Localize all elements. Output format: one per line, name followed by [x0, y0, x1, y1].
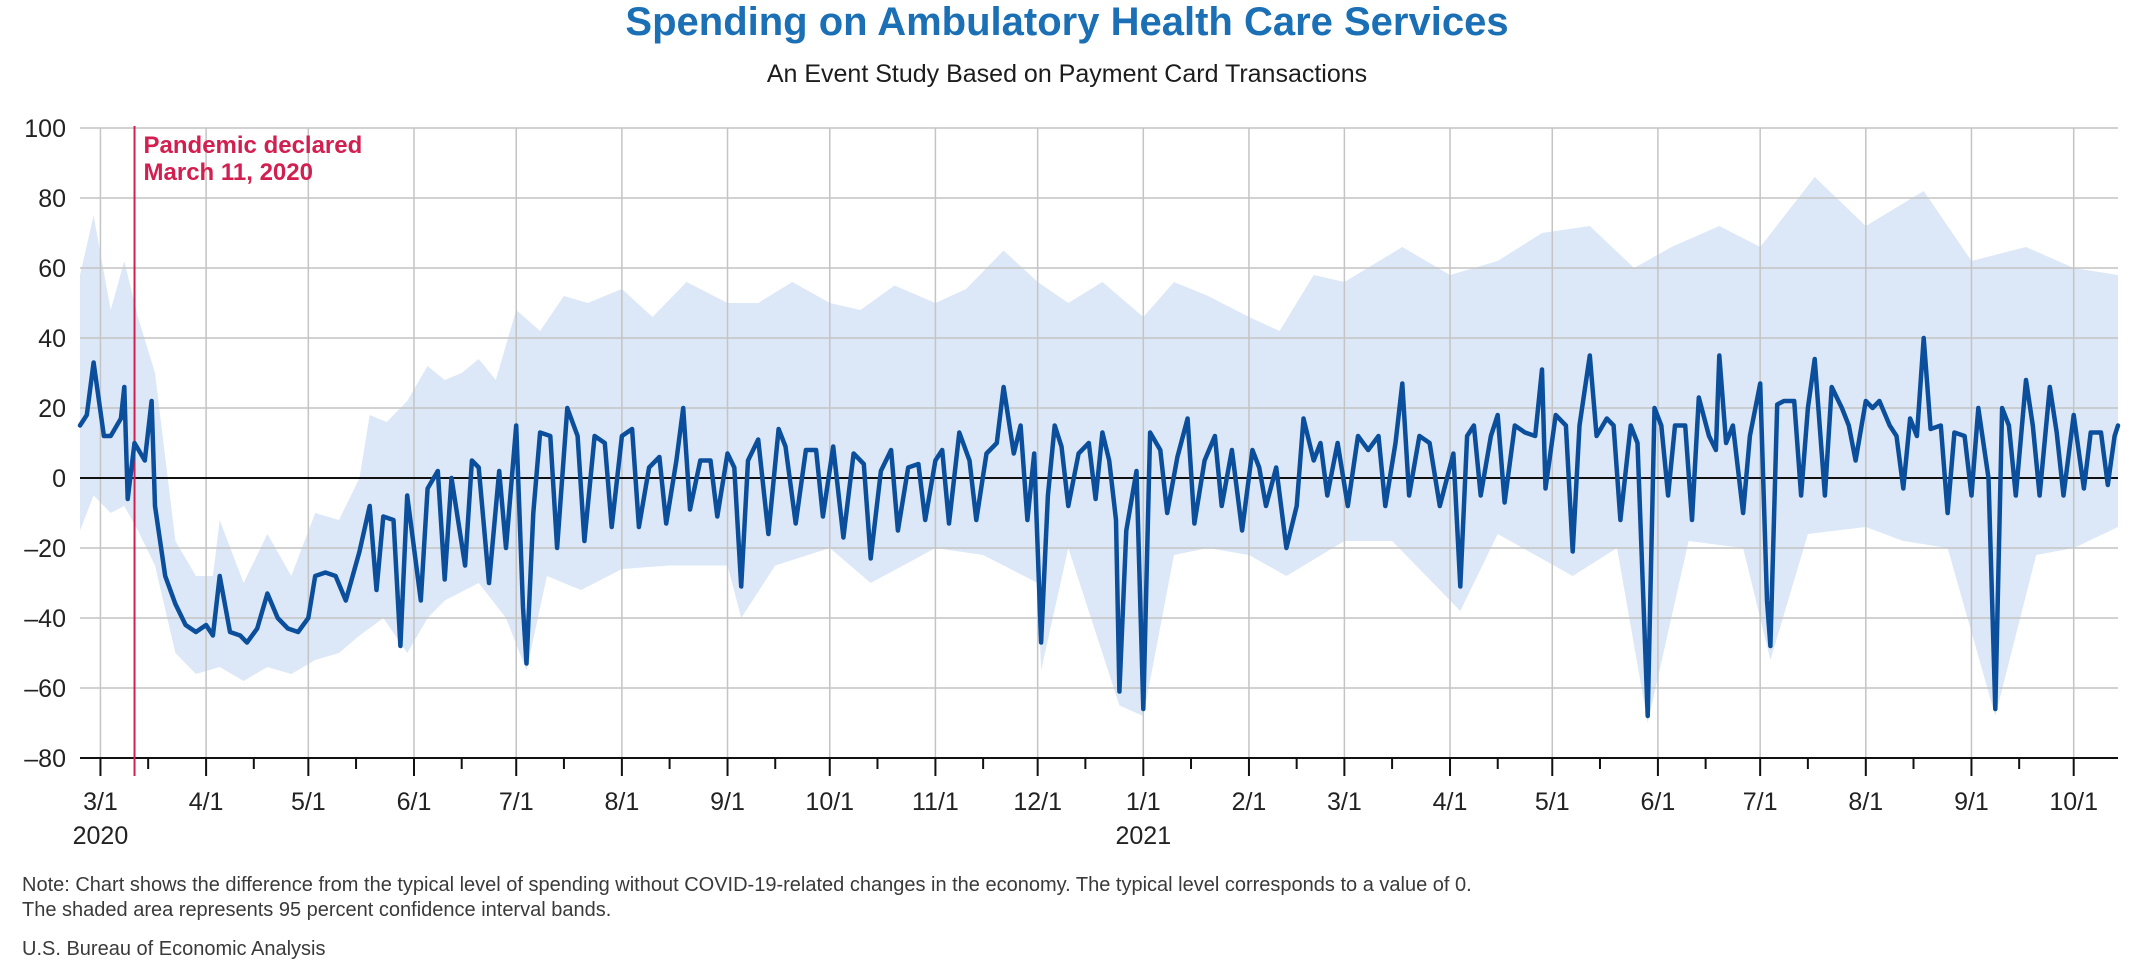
- x-tick-label: 4/1: [1433, 788, 1468, 816]
- x-tick-label: 11/1: [912, 788, 959, 816]
- x-year-label: 2021: [1115, 822, 1171, 850]
- spending-series-line: [77, 335, 2121, 719]
- annotation-label: Pandemic declared: [144, 132, 363, 159]
- x-tick-label: 10/1: [805, 788, 854, 816]
- chart-note: Note: Chart shows the difference from th…: [22, 874, 1472, 896]
- y-tick-label: 0: [52, 465, 66, 493]
- x-tick-label: 7/1: [499, 788, 534, 816]
- x-tick-label: 4/1: [189, 788, 224, 816]
- x-tick-label: 9/1: [710, 788, 745, 816]
- x-tick-label: 8/1: [604, 788, 639, 816]
- x-tick-label: 3/1: [83, 788, 118, 816]
- x-tick-label: 5/1: [291, 788, 326, 816]
- x-tick-label: 1/1: [1126, 788, 1161, 816]
- y-tick-label: 40: [38, 325, 66, 353]
- chart-subtitle: An Event Study Based on Payment Card Tra…: [766, 60, 1368, 88]
- x-tick-label: 7/1: [1743, 788, 1778, 816]
- x-tick-label: 8/1: [1848, 788, 1883, 816]
- x-tick-label: 9/1: [1954, 788, 1989, 816]
- x-tick-label: 5/1: [1535, 788, 1570, 816]
- y-tick-label: –40: [24, 605, 66, 633]
- chart-note-ci: The shaded area represents 95 percent co…: [22, 899, 612, 921]
- x-tick-label: 3/1: [1327, 788, 1362, 816]
- chart-title: Spending on Ambulatory Health Care Servi…: [625, 0, 1509, 44]
- x-tick-label: 2/1: [1232, 788, 1267, 816]
- x-tick-label: 6/1: [1641, 788, 1676, 816]
- y-tick-label: –80: [24, 745, 66, 773]
- y-tick-label: 80: [38, 185, 66, 213]
- y-tick-label: 100: [24, 115, 66, 143]
- x-year-label: 2020: [73, 822, 129, 850]
- annotation-date-label: March 11, 2020: [144, 159, 313, 186]
- y-tick-label: –20: [24, 535, 66, 563]
- y-tick-label: –60: [24, 675, 66, 703]
- source-label: U.S. Bureau of Economic Analysis: [22, 938, 326, 960]
- x-tick-label: 10/1: [2049, 788, 2098, 816]
- chart-plot: 3/1 2020 4/1 5/1 6/1 7/1 8/1 9/1 10/1 11/1 12/1 1/1…: [24, 115, 2121, 850]
- y-tick-label: 20: [38, 395, 66, 423]
- x-tick-label: 12/1: [1013, 788, 1062, 816]
- x-tick-label: 6/1: [397, 788, 432, 816]
- y-tick-label: 60: [38, 255, 66, 283]
